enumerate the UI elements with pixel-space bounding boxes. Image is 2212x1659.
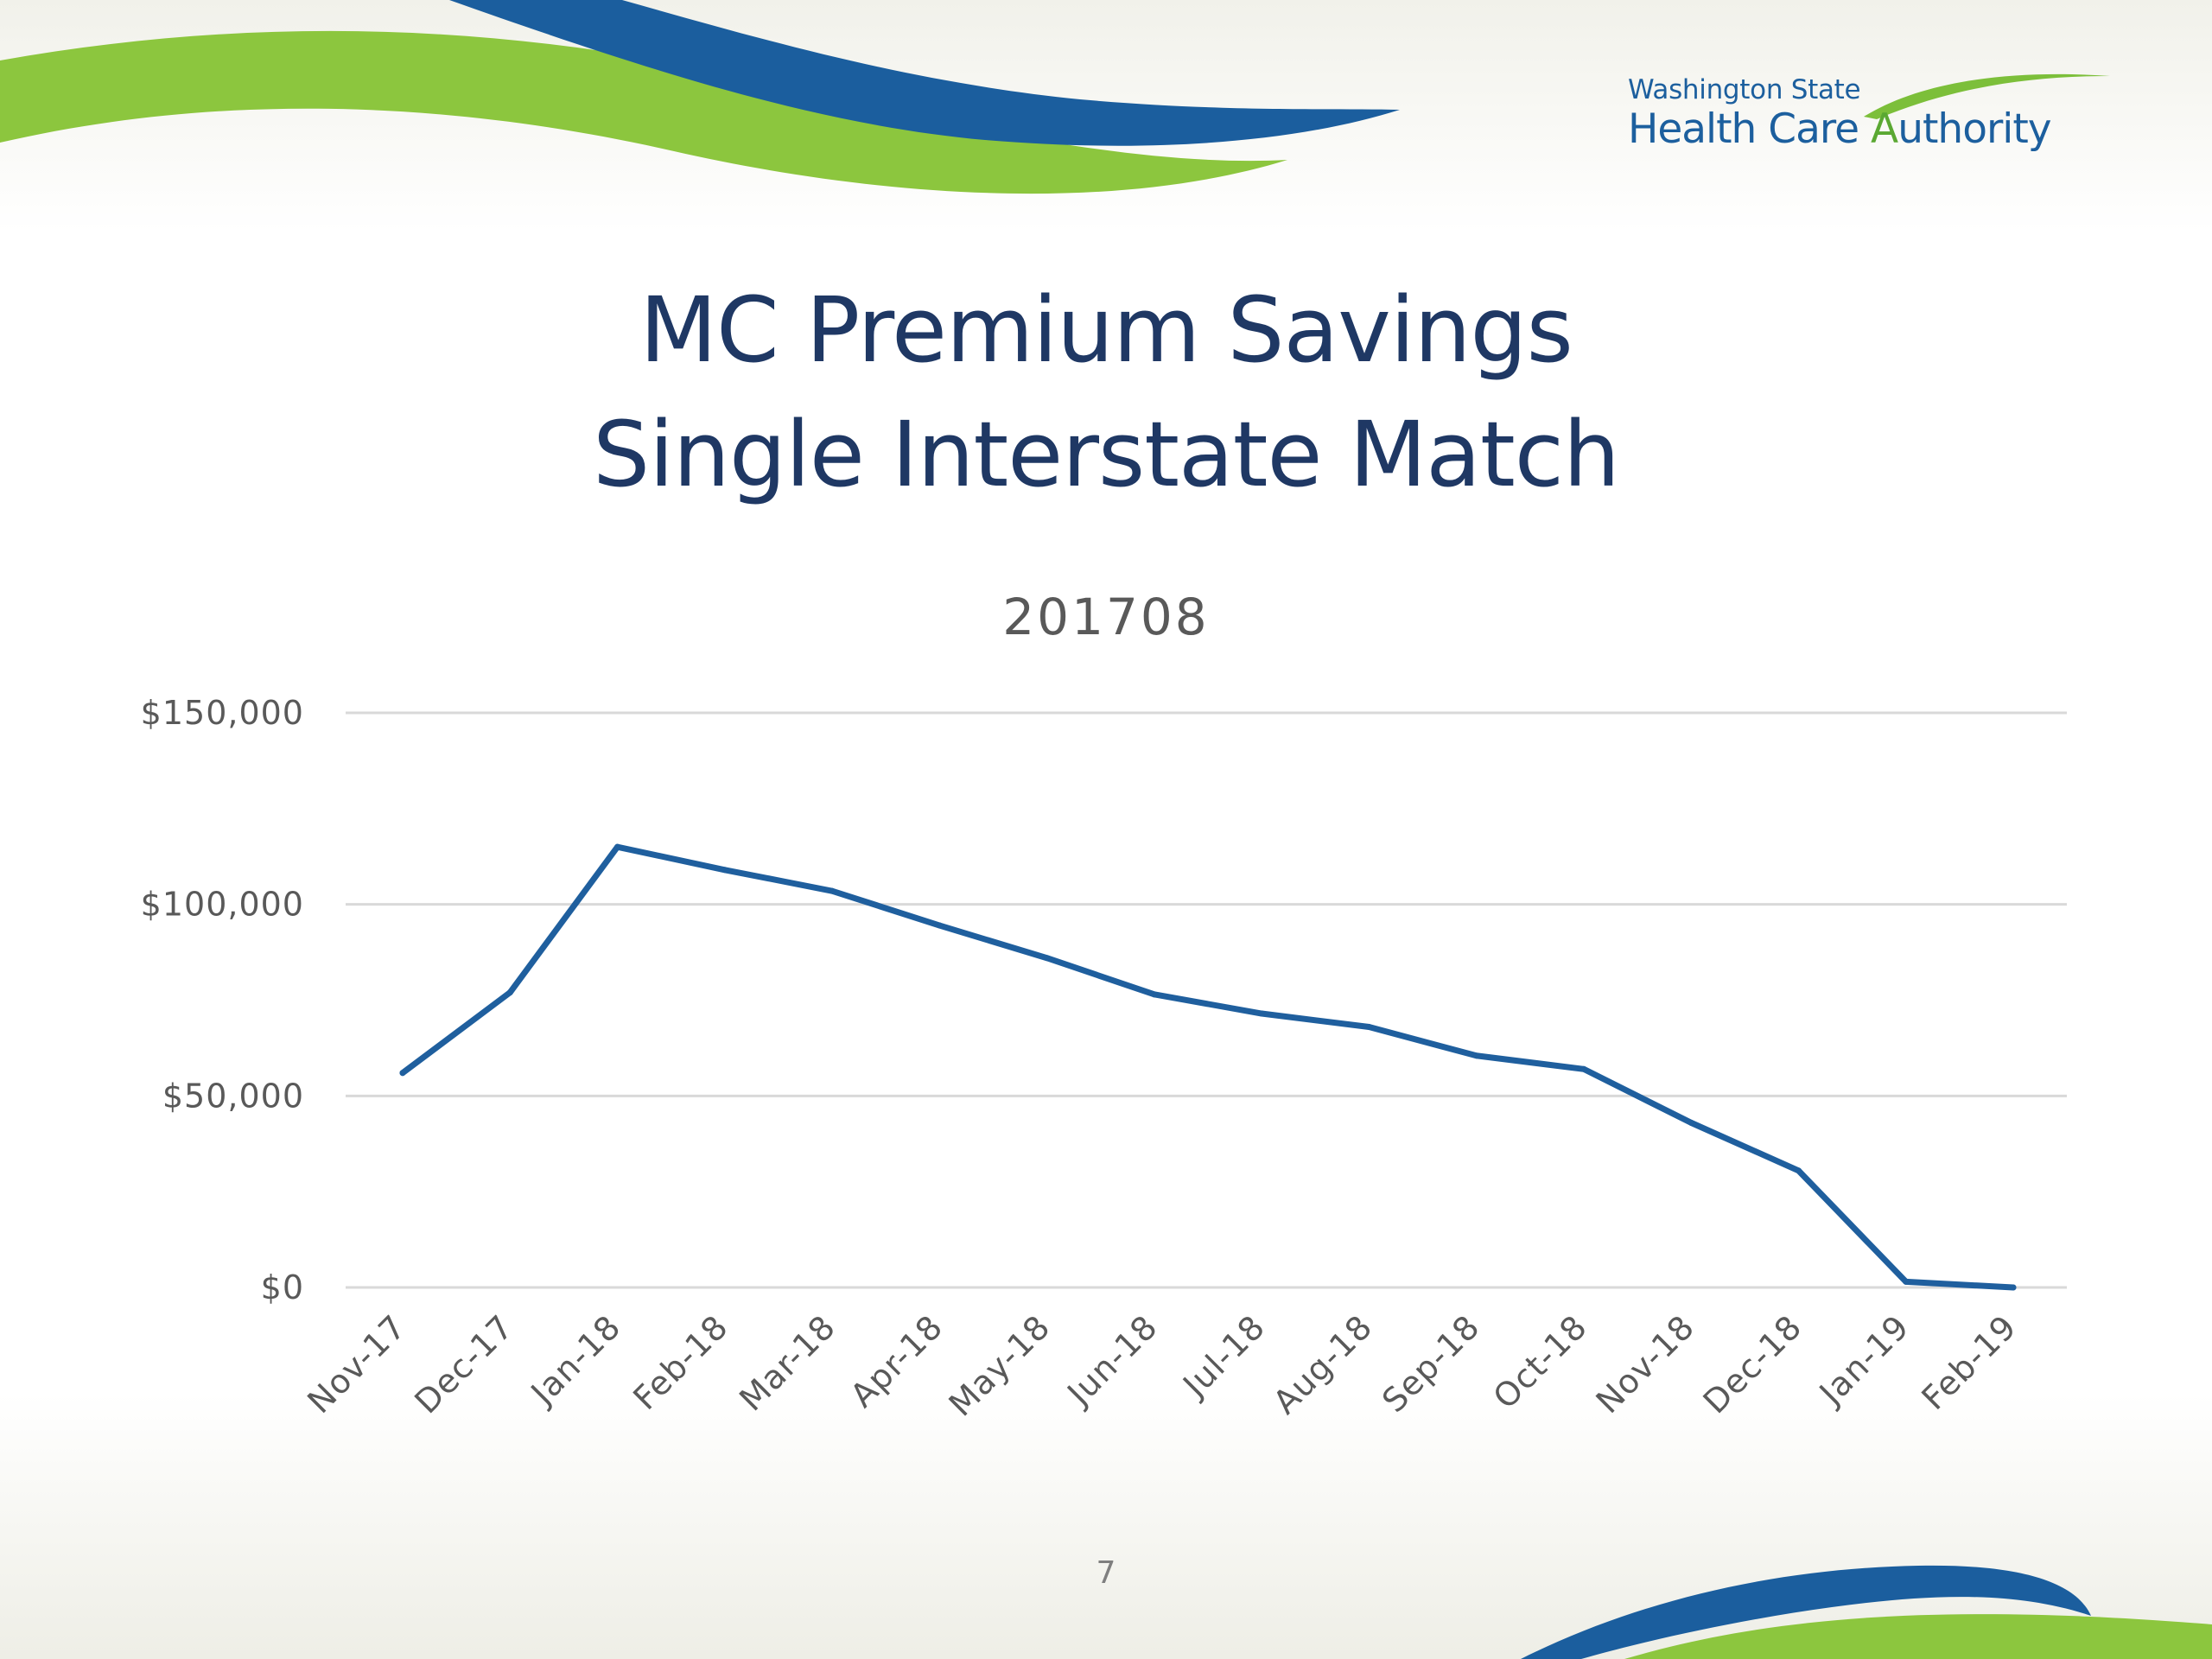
- data-point: [829, 887, 836, 894]
- data-point: [614, 843, 621, 850]
- logo-line-2-cap: A: [1871, 105, 1898, 153]
- y-tick-label: $50,000: [162, 1077, 304, 1115]
- x-tick-label: Jan-19: [1811, 1307, 1916, 1413]
- logo-line-2: Health Care Authority: [1628, 105, 2052, 153]
- data-point: [721, 867, 728, 874]
- logo-line-1: Washington State: [1628, 74, 1861, 105]
- x-tick-label: Mar-18: [732, 1307, 842, 1418]
- x-tick-label: May-18: [942, 1307, 1058, 1423]
- data-point: [399, 1070, 406, 1077]
- data-point: [1688, 1119, 1694, 1126]
- data-point: [1580, 1065, 1587, 1072]
- slide-title-line-1: MC Premium Savings: [639, 277, 1573, 383]
- chart-title: 201708: [1002, 588, 1210, 646]
- hca-logo: Washington State Health Care Authority: [1628, 73, 2112, 169]
- data-point: [1903, 1278, 1910, 1285]
- slide-title: MC Premium Savings Single Interstate Mat…: [0, 268, 2212, 517]
- data-point: [2010, 1284, 2017, 1291]
- top-green-wave: [0, 30, 1287, 194]
- data-point: [1365, 1024, 1372, 1031]
- y-axis-tick-labels: $0 $50,000 $100,000 $150,000: [141, 694, 304, 1306]
- x-tick-label: Nov-18: [1589, 1307, 1702, 1421]
- x-tick-label: Feb-18: [626, 1307, 735, 1417]
- x-tick-label: Sep-18: [1375, 1307, 1487, 1420]
- x-tick-label: Jun-18: [1059, 1307, 1166, 1414]
- bottom-blue-wave: [1521, 1565, 2091, 1659]
- x-tick-label: Jul-18: [1174, 1307, 1272, 1405]
- x-tick-label: Feb-19: [1915, 1307, 2024, 1417]
- logo-line-2-part-1: Health Care: [1628, 105, 1872, 153]
- data-point: [1258, 1010, 1265, 1017]
- x-tick-label: Oct-18: [1486, 1307, 1595, 1416]
- data-point: [1795, 1167, 1802, 1174]
- data-point: [1473, 1052, 1480, 1059]
- top-blue-wave: [449, 0, 1400, 146]
- data-point: [506, 989, 513, 996]
- slide-title-line-2: Single Interstate Match: [593, 402, 1620, 507]
- top-wave-decoration: [0, 0, 1400, 194]
- x-tick-label: Apr-18: [843, 1307, 950, 1414]
- x-tick-label: Aug-18: [1266, 1307, 1380, 1421]
- x-tick-label: Dec-17: [407, 1307, 520, 1421]
- series-layer: [399, 843, 2017, 1291]
- data-point: [1044, 955, 1051, 962]
- logo-swoosh-icon: [1864, 73, 2110, 119]
- bottom-wave-decoration: [1521, 1565, 2212, 1659]
- data-point: [936, 922, 943, 929]
- slide-number: 7: [1096, 1555, 1116, 1591]
- grid-lines: [346, 711, 2067, 1289]
- data-point: [1151, 991, 1158, 998]
- series-line: [399, 843, 2017, 1291]
- x-tick-label: Jan-18: [523, 1307, 628, 1413]
- y-tick-label: $0: [261, 1268, 304, 1306]
- x-tick-label: Dec-18: [1696, 1307, 1809, 1421]
- y-tick-label: $150,000: [141, 694, 304, 732]
- logo-line-2-part-2: uthority: [1897, 105, 2051, 153]
- y-tick-label: $100,000: [141, 886, 304, 924]
- x-tick-label: Nov-17: [300, 1307, 413, 1421]
- bottom-green-wave: [1624, 1614, 2212, 1659]
